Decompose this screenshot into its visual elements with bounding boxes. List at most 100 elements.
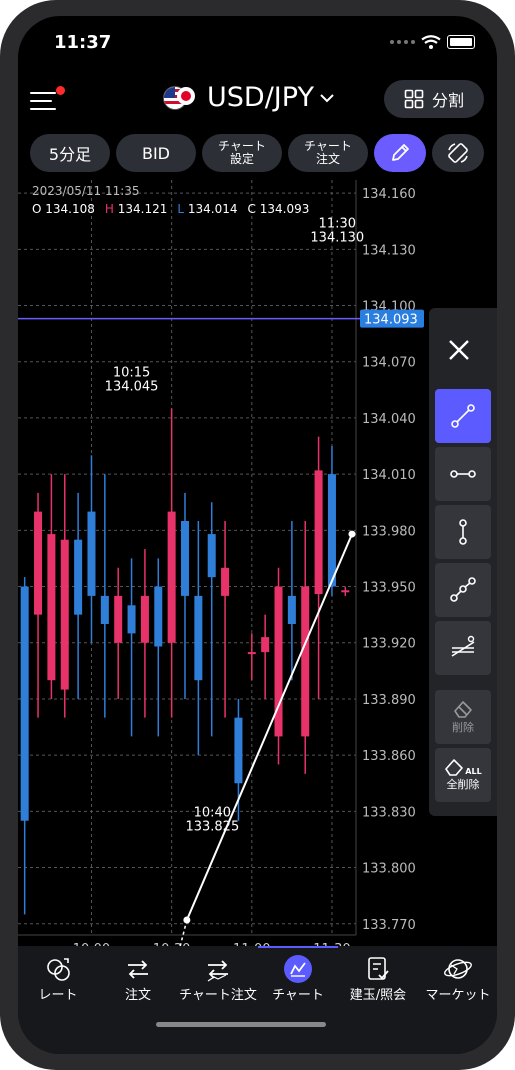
ohlc-high: H 134.121 — [104, 202, 168, 216]
candle-body — [194, 595, 203, 681]
grid-icon — [404, 89, 424, 109]
chart-order-line1: チャート — [304, 139, 352, 153]
candle-body — [287, 595, 296, 625]
tab-market-label: マーケット — [425, 988, 491, 1003]
close-panel-button[interactable] — [445, 336, 473, 368]
tab-order[interactable]: 注文 — [98, 954, 178, 1003]
horizontal-line-tool-button[interactable] — [435, 447, 491, 501]
tab-chart-order[interactable]: チャート注文 — [178, 954, 258, 1003]
battery-icon — [447, 35, 475, 49]
y-tick-label: 134.010 — [362, 468, 416, 483]
chart-settings-line2: 設定 — [229, 152, 254, 166]
eraser-icon — [454, 701, 472, 718]
screen: 11:37 — [18, 16, 497, 1054]
tab-position[interactable]: 建玉/照会 — [338, 954, 418, 1003]
rate-icon — [47, 958, 70, 981]
market-icon — [444, 959, 472, 979]
channel-tool-button[interactable] — [435, 621, 491, 675]
rotate-icon — [448, 143, 468, 163]
current-price-label: 134.093 — [364, 313, 418, 328]
delete-button[interactable]: 削除 — [435, 690, 491, 744]
wave-line-tool-button[interactable] — [435, 563, 491, 617]
y-tick-label: 133.800 — [362, 862, 416, 877]
currency-pair-selector[interactable]: USD/JPY — [163, 82, 336, 113]
y-tick-label: 133.860 — [362, 749, 416, 764]
annotation-price: 134.045 — [105, 380, 159, 395]
chart-toolbar: 5分足 BID チャート 設定 チャート 注文 — [18, 134, 497, 174]
chart-order-icon — [207, 960, 228, 982]
candle-body — [301, 586, 310, 737]
candlestick-chart[interactable]: 134.160134.130134.100134.070134.040134.0… — [18, 180, 497, 952]
trendline-tool-button[interactable] — [435, 389, 491, 443]
header: USD/JPY 分割 — [18, 78, 497, 122]
all-badge: ALL — [465, 767, 482, 776]
candle-body — [60, 539, 69, 690]
vertical-line-tool-button[interactable] — [435, 505, 491, 559]
wifi-icon — [421, 35, 441, 49]
delete-all-button[interactable]: ALL 全削除 — [435, 748, 491, 802]
pencil-icon — [392, 144, 409, 161]
tab-rate[interactable]: レート — [18, 954, 98, 1003]
chart-order-button[interactable]: チャート 注文 — [288, 134, 368, 172]
position-icon — [368, 957, 389, 980]
split-button[interactable]: 分割 — [384, 80, 484, 118]
draw-tool-button[interactable] — [374, 134, 426, 172]
eraser-all-icon — [445, 759, 464, 776]
chart-area[interactable]: 134.160 134.130 134.100 134.070 134.040 134.0… — [18, 180, 497, 952]
status-bar: 11:37 — [18, 16, 497, 70]
delete-label: 削除 — [452, 721, 474, 734]
candle-body — [47, 534, 56, 681]
trendline-handle-end — [348, 530, 356, 538]
annotation-price: 133.825 — [185, 820, 239, 835]
candle-body — [221, 567, 230, 596]
y-tick-label: 133.830 — [362, 805, 416, 820]
chart-settings-button[interactable]: チャート 設定 — [202, 134, 282, 172]
channel-line-icon — [451, 635, 475, 657]
chevron-down-icon — [320, 93, 334, 102]
candle-body — [327, 474, 336, 587]
y-tick-label: 134.040 — [362, 412, 416, 427]
y-tick-label: 133.770 — [362, 918, 416, 933]
y-tick-label: 134.160 — [362, 187, 416, 202]
candle-body — [87, 511, 96, 596]
drawing-tools-panel: 削除 ALL 全削除 — [429, 308, 497, 816]
chart-order-line2: 注文 — [315, 152, 340, 166]
candle-body — [114, 595, 123, 643]
order-icon — [128, 960, 148, 979]
chart-datetime: 2023/05/11 11:35 — [32, 184, 140, 198]
trendline-handle-start — [183, 916, 191, 924]
close-icon — [449, 340, 469, 360]
home-indicator — [156, 1022, 326, 1027]
candle-body — [74, 539, 83, 615]
ohlc-readout: O 134.108 H 134.121 L 134.014 C 134.093 — [32, 202, 309, 216]
y-tick-label: 133.980 — [362, 524, 416, 539]
candle-body — [314, 470, 323, 595]
annotation-time: 11:30 — [319, 216, 356, 231]
delete-all-label: 全削除 — [446, 778, 480, 791]
status-time: 11:37 — [54, 32, 112, 53]
tab-position-label: 建玉/照会 — [349, 988, 407, 1003]
candle-body — [100, 595, 109, 625]
price-type-button[interactable]: BID — [116, 134, 196, 172]
candle-body — [247, 652, 256, 655]
candle-body — [167, 511, 176, 643]
candle-body — [127, 605, 136, 634]
horizontal-line-icon — [450, 470, 476, 478]
rotate-button[interactable] — [432, 134, 484, 172]
split-label: 分割 — [431, 91, 464, 110]
chart-icon — [284, 955, 312, 983]
candle-body — [261, 637, 270, 653]
menu-button[interactable] — [30, 86, 65, 114]
timeframe-button[interactable]: 5分足 — [30, 134, 110, 172]
active-tab-indicator — [258, 946, 338, 948]
y-tick-label: 133.890 — [362, 693, 416, 708]
tab-chart[interactable]: チャート — [258, 954, 338, 1003]
tab-market[interactable]: マーケット — [418, 954, 497, 1003]
current-price-tag — [360, 309, 424, 328]
ohlc-open: O 134.108 — [32, 202, 95, 216]
tab-chart-label: チャート — [272, 988, 324, 1003]
wave-line-icon — [450, 577, 476, 602]
tab-chart-order-label: チャート注文 — [179, 988, 257, 1003]
candle-body — [234, 717, 243, 784]
